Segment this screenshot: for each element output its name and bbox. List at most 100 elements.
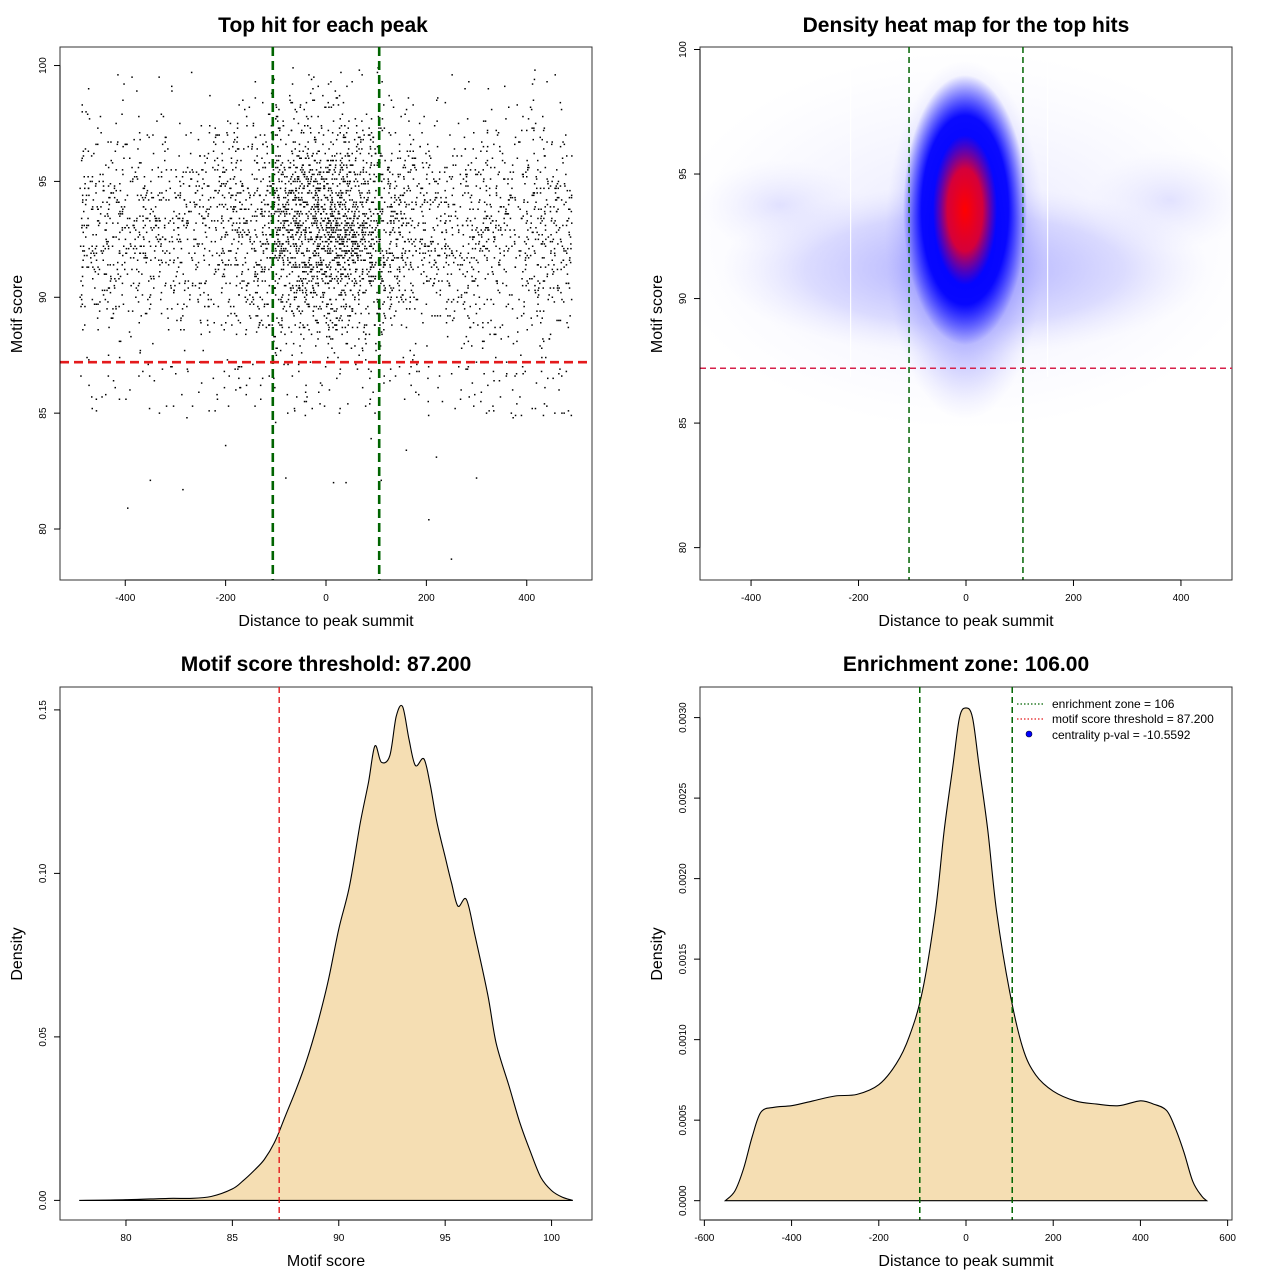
scatter-point [281, 180, 283, 183]
scatter-point [414, 166, 416, 169]
scatter-point [504, 213, 506, 215]
scatter-point [255, 250, 257, 252]
scatter-point [290, 222, 292, 224]
scatter-point [328, 238, 330, 241]
scatter-point [360, 183, 363, 185]
scatter-point [279, 349, 282, 352]
scatter-point [241, 287, 243, 289]
scatter-point [224, 185, 226, 187]
scatter-point [492, 303, 495, 305]
scatter-point [248, 106, 251, 108]
scatter-point [369, 268, 372, 271]
scatter-point [412, 150, 414, 152]
scatter-point [475, 243, 477, 245]
scatter-point [179, 196, 181, 199]
scatter-point [560, 268, 562, 271]
scatter-point [312, 215, 314, 217]
scatter-point [348, 234, 350, 236]
scatter-point [301, 166, 303, 169]
scatter-point [345, 250, 348, 252]
scatter-point [236, 122, 239, 125]
scatter-point [341, 333, 343, 336]
scatter-point [339, 243, 341, 245]
scatter-point [282, 120, 284, 122]
scatter-point [308, 329, 310, 331]
scatter-point [143, 257, 145, 259]
scatter-point [456, 224, 459, 227]
scatter-point [284, 215, 286, 217]
scatter-point [294, 222, 296, 224]
scatter-point [283, 227, 286, 229]
scatter-point [305, 220, 307, 222]
scatter-point [126, 217, 129, 220]
scatter-point [323, 178, 325, 180]
scatter-point [348, 141, 350, 143]
scatter-point [386, 222, 389, 224]
scatter-point [411, 243, 413, 245]
scatter-point [350, 247, 353, 250]
scatter-point [299, 322, 302, 324]
scatter-point [121, 227, 124, 229]
scatter-point [507, 250, 509, 252]
scatter-point [482, 120, 485, 122]
scatter-point [354, 271, 357, 273]
scatter-point [372, 201, 375, 203]
scatter-point [82, 259, 84, 261]
scatter-point [167, 317, 169, 319]
scatter-point [351, 310, 354, 312]
scatter-point [108, 203, 111, 206]
scatter-point [152, 210, 154, 213]
scatter-point [249, 194, 251, 197]
scatter-point [345, 342, 347, 345]
y-tick-label: 95 [38, 175, 49, 187]
x-axis-label: Distance to peak summit [238, 613, 414, 630]
scatter-point [261, 215, 264, 217]
scatter-point [112, 236, 114, 238]
scatter-point [164, 238, 167, 241]
scatter-point [380, 152, 382, 155]
scatter-point [207, 152, 210, 155]
scatter-point [354, 252, 356, 254]
scatter-point [107, 245, 110, 247]
scatter-point [526, 201, 529, 203]
scatter-point [268, 227, 270, 229]
scatter-point [480, 229, 482, 231]
scatter-point [417, 222, 420, 224]
scatter-point [334, 155, 336, 157]
scatter-point [326, 231, 329, 234]
scatter-point [369, 148, 372, 150]
scatter-point [381, 208, 384, 210]
scatter-point [491, 266, 493, 268]
scatter-point [146, 217, 149, 220]
scatter-point [278, 215, 280, 217]
scatter-point [297, 227, 299, 229]
scatter-point [511, 245, 513, 247]
scatter-point [325, 264, 327, 266]
scatter-point [430, 157, 432, 159]
scatter-point [533, 78, 536, 81]
scatter-point [289, 178, 292, 180]
scatter-point [541, 347, 543, 349]
scatter-point [448, 254, 451, 257]
scatter-point [408, 250, 411, 252]
scatter-point [470, 162, 473, 164]
scatter-point [328, 264, 330, 266]
scatter-point [107, 166, 110, 169]
scatter-point [302, 229, 305, 231]
scatter-point [288, 231, 290, 234]
scatter-point [516, 403, 518, 405]
scatter-point [369, 282, 371, 285]
scatter-point [472, 268, 475, 271]
scatter-point [337, 356, 339, 359]
scatter-point [146, 192, 148, 194]
scatter-point [386, 252, 388, 254]
scatter-point [308, 266, 310, 268]
scatter-point [388, 308, 391, 310]
x-tick-label: -400 [115, 593, 135, 604]
scatter-point [222, 273, 225, 275]
scatter-point [207, 199, 210, 201]
scatter-point [342, 215, 345, 217]
scatter-point [342, 176, 344, 178]
scatter-point [317, 322, 319, 324]
scatter-point [350, 347, 353, 349]
